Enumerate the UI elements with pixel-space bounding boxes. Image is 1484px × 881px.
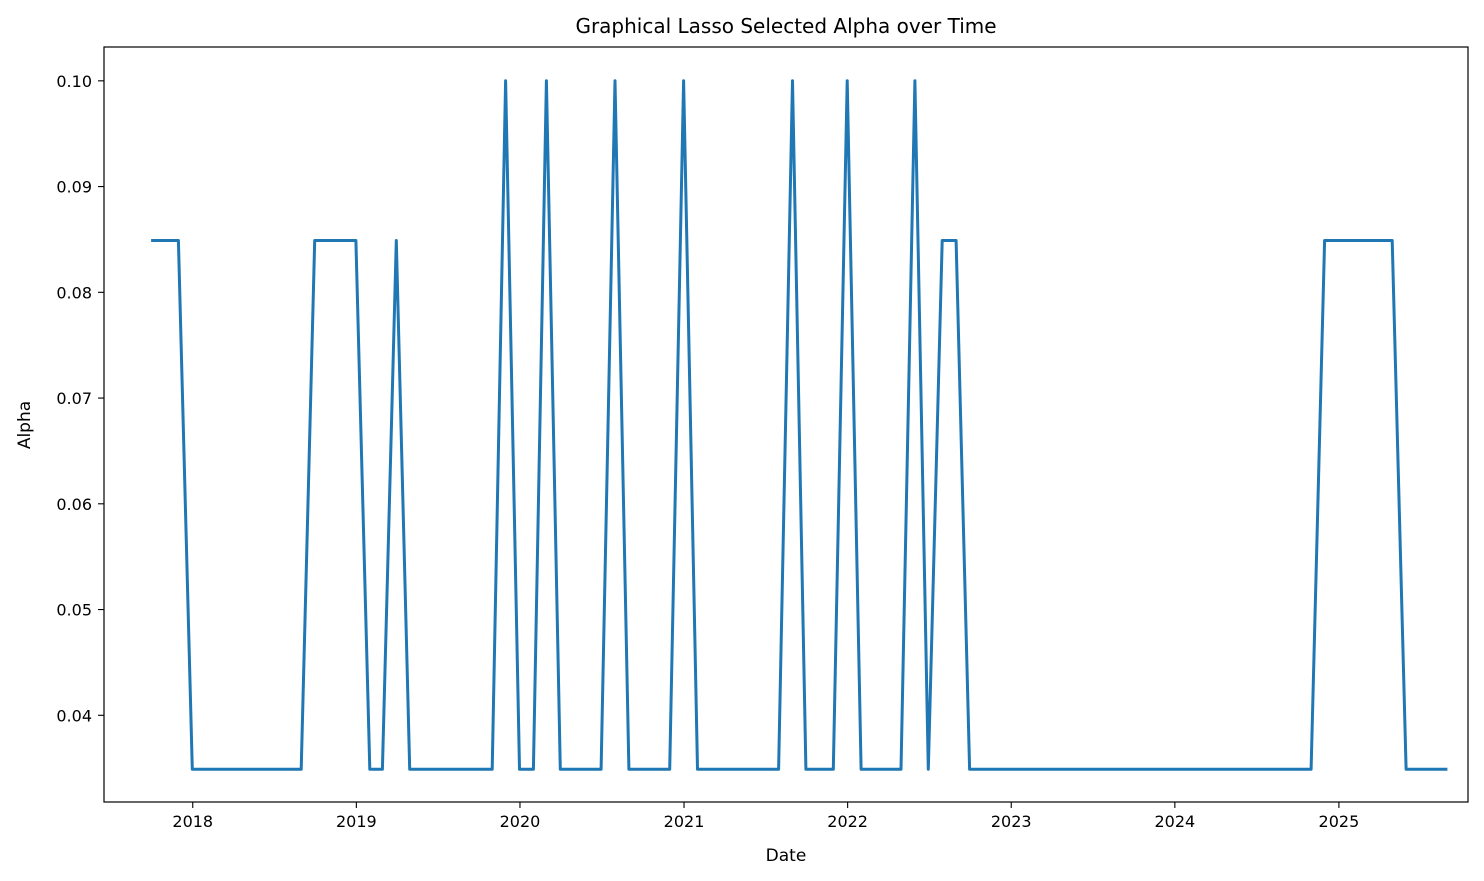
- y-axis-title: Alpha: [15, 401, 35, 449]
- y-tick-label: 0.04: [56, 706, 92, 725]
- x-tick-label: 2025: [1319, 812, 1360, 831]
- x-tick-label: 2019: [336, 812, 377, 831]
- x-tick-label: 2021: [664, 812, 705, 831]
- y-tick-label: 0.09: [56, 178, 92, 197]
- chart-title: Graphical Lasso Selected Alpha over Time: [575, 14, 996, 38]
- x-tick-label: 2022: [827, 812, 868, 831]
- plot-area: [103, 46, 1469, 803]
- y-tick-label: 0.08: [56, 283, 92, 302]
- x-tick-label: 2024: [1154, 812, 1195, 831]
- x-tick-label: 2023: [991, 812, 1032, 831]
- x-axis: 2018 2019 2020 2021 2022 2023 2024 2025: [172, 802, 1359, 831]
- y-tick-label: 0.07: [56, 389, 92, 408]
- y-axis: 0.04 0.05 0.06 0.07 0.08 0.09 0.10: [56, 72, 104, 725]
- x-axis-title: Date: [766, 846, 807, 866]
- y-tick-label: 0.10: [56, 72, 92, 91]
- y-tick-label: 0.05: [56, 601, 92, 620]
- series-line-0: [151, 79, 1448, 771]
- axes-frame: [103, 46, 1469, 803]
- x-tick-label: 2018: [172, 812, 213, 831]
- x-tick-label: 2020: [500, 812, 541, 831]
- y-tick-label: 0.06: [56, 495, 92, 514]
